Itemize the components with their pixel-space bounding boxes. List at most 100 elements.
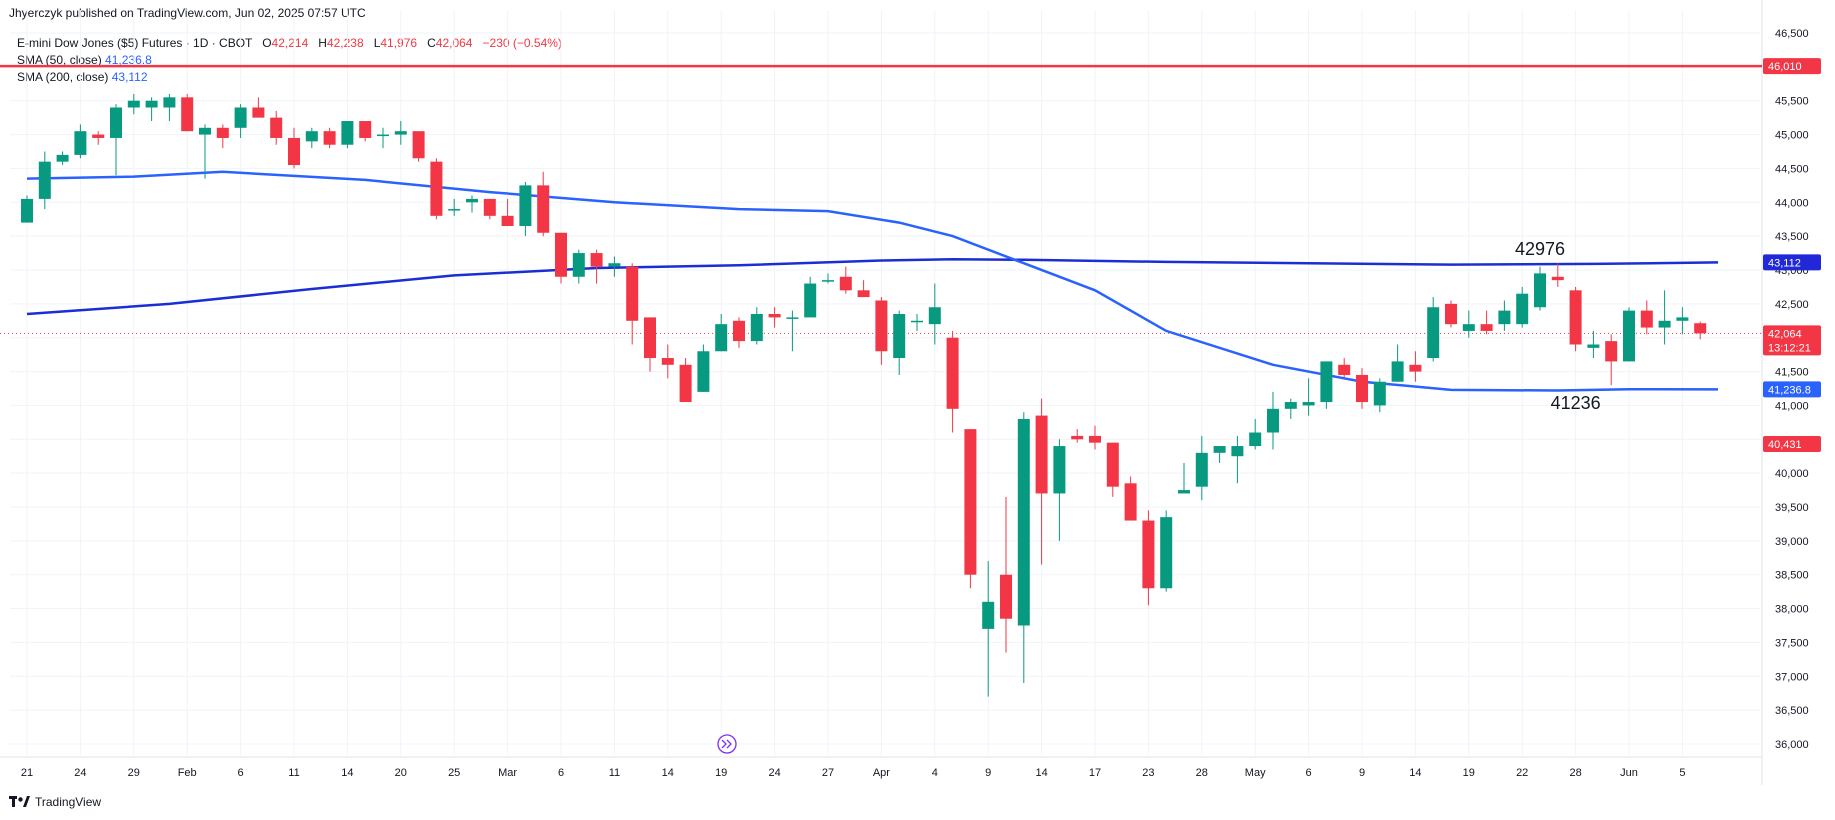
candle-down[interactable] [1694,323,1707,334]
candle-up[interactable] [822,280,834,282]
candle-down[interactable] [1071,435,1084,440]
candle-up[interactable] [74,131,87,155]
candle-up[interactable] [715,324,728,352]
candle-up[interactable] [448,209,461,211]
candle-up[interactable] [1195,452,1208,487]
candle-down[interactable] [1569,290,1582,345]
candle-down[interactable] [964,429,977,575]
candle-down[interactable] [1409,364,1422,372]
candle-up[interactable] [305,131,318,142]
candle-down[interactable] [1142,520,1155,589]
candle-up[interactable] [1373,381,1386,406]
candle-down[interactable] [1089,435,1101,443]
candle-down[interactable] [1106,442,1119,487]
candle-down[interactable] [1605,341,1618,362]
candle-down[interactable] [412,131,425,159]
candle-up[interactable] [786,317,799,319]
candle-down[interactable] [92,134,105,138]
candle-up[interactable] [982,601,995,629]
candle-down[interactable] [946,337,959,409]
candle-down[interactable] [1338,364,1351,375]
candle-up[interactable] [1427,307,1440,359]
price-annotation[interactable]: 41236 [1551,393,1601,413]
candle-down[interactable] [733,320,745,342]
price-annotation[interactable]: 42976 [1515,239,1565,259]
candle-down[interactable] [430,161,443,216]
candle-down[interactable] [1356,374,1368,403]
candle-down[interactable] [644,317,656,359]
candle-up[interactable] [234,107,247,128]
candle-down[interactable] [555,232,567,277]
candle-up[interactable] [1534,273,1546,308]
candle-up[interactable] [1160,517,1173,589]
candle-down[interactable] [1480,324,1493,331]
candle-down[interactable] [359,121,372,138]
candle-up[interactable] [377,134,389,137]
symbol-name[interactable]: E-mini Dow Jones ($5) Futures · 1D · CBO… [17,36,253,50]
candle-down[interactable] [1551,276,1564,281]
candle-up[interactable] [1462,324,1475,331]
candle-up[interactable] [911,320,923,323]
candle-down[interactable] [590,253,603,267]
candle-down[interactable] [839,276,852,291]
candle-up[interactable] [928,307,941,325]
candle-up[interactable] [1053,446,1066,494]
candle-down[interactable] [1000,574,1012,619]
candle-up[interactable] [1676,317,1689,321]
candle-up[interactable] [163,97,176,108]
candle-down[interactable] [181,97,194,132]
candle-up[interactable] [145,100,158,108]
candle-down[interactable] [875,300,888,352]
candle-up[interactable] [750,314,763,342]
candle-up[interactable] [1017,418,1030,626]
candle-down[interactable] [288,137,300,166]
candle-down[interactable] [1445,303,1457,325]
candle-down[interactable] [1640,310,1653,328]
candle-up[interactable] [1623,310,1635,362]
candle-down[interactable] [323,131,336,145]
candle-down[interactable] [857,290,870,298]
candle-up[interactable] [1391,361,1404,382]
candle-up[interactable] [1231,446,1244,457]
candle-up[interactable] [21,198,33,223]
candle-up[interactable] [804,283,817,318]
sma200-line[interactable] [26,257,1719,316]
candle-up[interactable] [1249,432,1262,447]
candle-down[interactable] [1035,415,1048,494]
candle-up[interactable] [1178,490,1190,494]
candle-up[interactable] [1284,402,1297,409]
go-to-realtime-icon[interactable] [717,734,737,754]
candle-up[interactable] [127,100,140,108]
candle-up[interactable] [1213,446,1226,453]
candle-down[interactable] [661,358,674,365]
legend-sma200-row[interactable]: SMA (200, close) 43,112 [17,69,562,86]
candle-up[interactable] [1302,402,1315,406]
candle-down[interactable] [537,185,550,233]
candle-down[interactable] [1124,483,1137,521]
candle-up[interactable] [519,185,532,226]
tradingview-footer[interactable]: TradingView [9,795,101,809]
candle-up[interactable] [697,351,710,392]
sma50-line[interactable] [26,170,1719,392]
candle-down[interactable] [270,117,283,138]
candle-up[interactable] [341,121,354,145]
candle-up[interactable] [893,314,906,359]
candle-down[interactable] [483,198,496,216]
candle-up[interactable] [572,253,585,277]
candle-up[interactable] [394,131,407,135]
candle-up[interactable] [1658,320,1671,328]
candle-down[interactable] [679,364,692,403]
candle-down[interactable] [768,314,781,318]
candle-up[interactable] [110,107,122,138]
candle-up[interactable] [466,198,478,203]
candle-down[interactable] [252,107,265,118]
candle-down[interactable] [626,266,639,321]
candle-up[interactable] [199,127,211,135]
candle-up[interactable] [1498,310,1511,325]
candle-up[interactable] [1320,361,1333,403]
candle-down[interactable] [216,127,229,138]
candle-up[interactable] [1587,344,1600,348]
candle-up[interactable] [608,263,621,267]
candle-up[interactable] [56,154,69,162]
